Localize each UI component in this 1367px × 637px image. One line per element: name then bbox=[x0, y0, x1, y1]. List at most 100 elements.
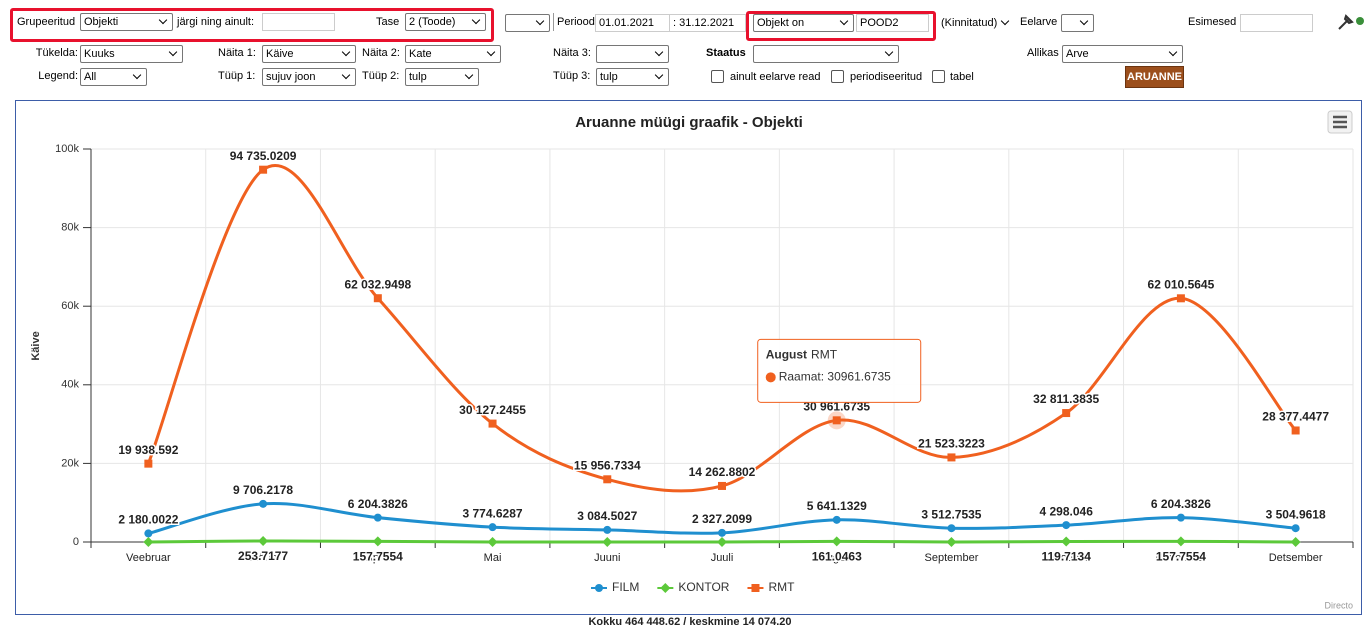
data-label: 2 327.2099 bbox=[692, 512, 752, 526]
checkbox[interactable] bbox=[711, 70, 724, 83]
tooltip-series: RMT bbox=[811, 347, 838, 361]
tool-icons[interactable] bbox=[1336, 12, 1364, 32]
report-button[interactable]: ARUANNE bbox=[1125, 66, 1184, 88]
marker bbox=[373, 513, 382, 522]
data-label: 4 298.046 bbox=[1039, 504, 1093, 518]
label: Allikas bbox=[1027, 47, 1059, 59]
marker bbox=[947, 453, 956, 462]
data-label: 21 523.3223 bbox=[918, 437, 985, 451]
marker bbox=[832, 515, 841, 524]
marker bbox=[947, 524, 956, 533]
marker bbox=[488, 523, 497, 532]
legend-label: RMT bbox=[768, 580, 795, 594]
label: järgi ning ainult: bbox=[177, 16, 255, 28]
data-label: 3 504.9618 bbox=[1266, 507, 1326, 521]
x-tick-label: August bbox=[820, 552, 854, 564]
select[interactable]: Kuuks bbox=[80, 45, 183, 63]
chart-title: Aruanne müügi graafik - Objekti bbox=[575, 114, 803, 131]
data-label: 3 774.6287 bbox=[463, 506, 523, 520]
select[interactable]: Objekt on bbox=[753, 14, 854, 32]
date-input[interactable]: : 31.12.2021 bbox=[669, 14, 746, 32]
select[interactable]: tulp bbox=[405, 68, 479, 86]
label: Esimesed bbox=[1188, 16, 1237, 28]
marker bbox=[595, 584, 603, 592]
y-tick-label: 100k bbox=[55, 143, 79, 155]
marker bbox=[487, 537, 498, 547]
x-tick-label: Märts bbox=[249, 552, 277, 564]
select[interactable]: Kate bbox=[405, 45, 501, 63]
text-input[interactable]: POOD2 bbox=[856, 14, 929, 32]
chart: Aruanne müügi graafik - Objekti Käive 0 2… bbox=[30, 110, 1354, 610]
select[interactable]: sujuv joon bbox=[262, 68, 356, 86]
highlight bbox=[10, 8, 494, 42]
x-tick-label: November bbox=[1156, 552, 1207, 564]
marker bbox=[258, 536, 269, 547]
select[interactable]: 2 (Toode) bbox=[405, 13, 486, 31]
select[interactable] bbox=[505, 14, 550, 32]
data-label: 6 204.3826 bbox=[348, 497, 408, 511]
label: Tüüp 3: bbox=[553, 70, 591, 82]
data-label: 94 735.0209 bbox=[230, 149, 297, 163]
marker bbox=[259, 165, 268, 174]
data-label: 6 204.3826 bbox=[1151, 497, 1211, 511]
label: Grupeeritud bbox=[17, 16, 76, 28]
x-tick-label: Oktoober bbox=[1044, 552, 1090, 564]
tooltip-text: Raamat: 30961.6735 bbox=[779, 369, 891, 383]
select[interactable] bbox=[753, 45, 899, 63]
footer: Kokku 464 448.62 / keskmine 14 074.20 bbox=[588, 616, 792, 628]
marker bbox=[1062, 409, 1071, 418]
select[interactable]: Arve bbox=[1062, 45, 1183, 63]
x-tick-label: Aprill bbox=[366, 552, 390, 564]
checkbox[interactable] bbox=[831, 70, 844, 83]
select[interactable] bbox=[1061, 14, 1094, 32]
marker bbox=[372, 536, 383, 547]
label: Näita 1: bbox=[218, 47, 256, 59]
data-label: 161.0463 bbox=[812, 550, 862, 564]
select[interactable]: tulp bbox=[596, 68, 669, 86]
data-label: 19 938.592 bbox=[118, 443, 178, 457]
select[interactable]: Käive bbox=[262, 45, 356, 63]
data-label: 3 084.5027 bbox=[577, 509, 637, 523]
data-label: 15 956.7334 bbox=[574, 458, 641, 472]
hover-halo bbox=[827, 411, 846, 430]
data-label: 32 811.3835 bbox=[1033, 392, 1099, 406]
text-input[interactable] bbox=[262, 13, 335, 31]
tooltip-category: August bbox=[766, 347, 807, 361]
marker bbox=[143, 537, 154, 547]
data-label: 119.7134 bbox=[1041, 550, 1091, 564]
select[interactable]: (Kinnitatud) bbox=[937, 14, 1015, 32]
text-input[interactable] bbox=[1240, 14, 1313, 32]
marker bbox=[946, 537, 957, 547]
marker bbox=[717, 537, 727, 547]
marker bbox=[832, 416, 841, 425]
data-label: 14 262.8802 bbox=[689, 465, 756, 479]
credits: Directo bbox=[1324, 600, 1353, 610]
marker bbox=[1062, 521, 1071, 530]
y-axis-title: Käive bbox=[30, 331, 42, 360]
marker bbox=[488, 419, 497, 428]
data-label: 30 127.2455 bbox=[459, 403, 526, 417]
data-label: 28 377.4477 bbox=[1262, 410, 1329, 424]
menu-button[interactable] bbox=[1327, 110, 1353, 134]
y-tick-label: 0 bbox=[73, 536, 79, 548]
marker bbox=[603, 475, 612, 484]
legend-label: KONTOR bbox=[678, 580, 729, 594]
label: Staatus bbox=[706, 47, 746, 59]
select[interactable]: All bbox=[80, 68, 147, 86]
marker bbox=[1291, 524, 1300, 533]
marker bbox=[1061, 536, 1072, 547]
marker bbox=[1176, 294, 1185, 303]
marker bbox=[1175, 536, 1186, 547]
marker bbox=[718, 481, 726, 490]
marker bbox=[603, 525, 612, 534]
date-input[interactable]: 01.01.2021 bbox=[595, 14, 670, 32]
y-tick-label: 80k bbox=[61, 222, 79, 234]
x-tick-label: Mai bbox=[484, 552, 502, 564]
select[interactable] bbox=[596, 45, 669, 63]
marker bbox=[1176, 513, 1185, 522]
select[interactable]: Objekti bbox=[80, 13, 173, 31]
marker bbox=[373, 294, 382, 303]
checkbox[interactable] bbox=[932, 70, 945, 83]
highlight bbox=[746, 11, 936, 41]
